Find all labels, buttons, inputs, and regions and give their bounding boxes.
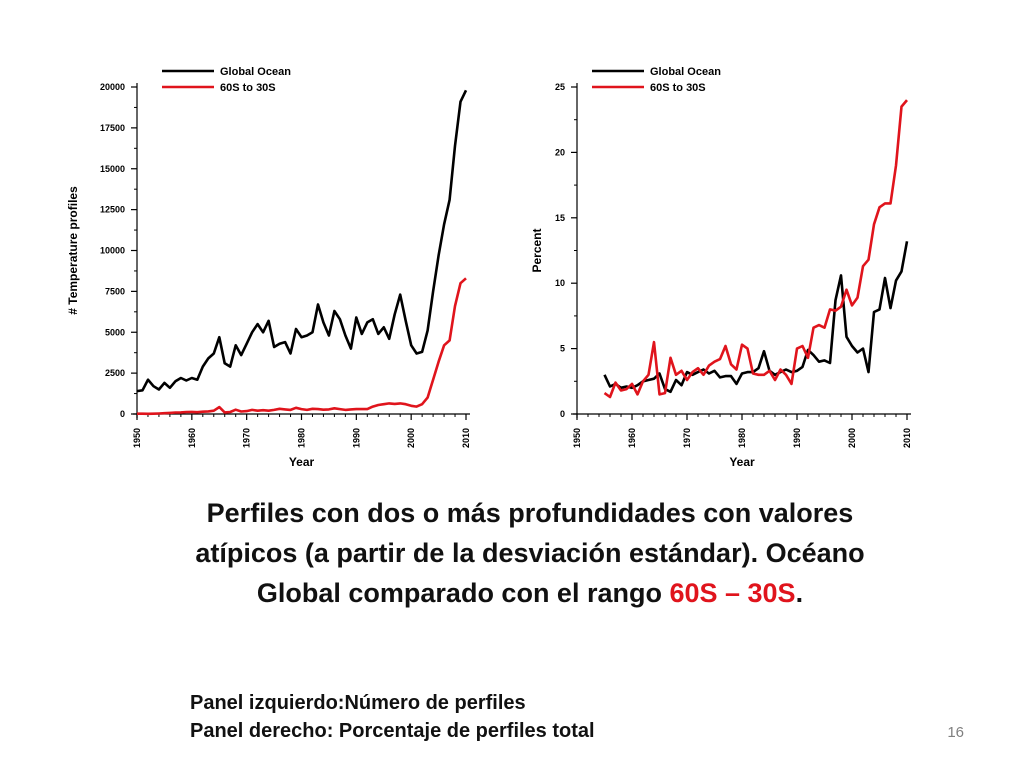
y-tick-label: 5	[560, 344, 565, 354]
chart-svg: 0 5 10 15 20 25 1950 1960 1970 1980 1990 2000 2010 Ye…	[530, 66, 912, 469]
x-tick-label: 1970	[242, 428, 252, 448]
x-tick-label: 1980	[297, 428, 307, 448]
chart-percent-profiles: 0 5 10 15 20 25 1950 1960 1970 1980 1990 2000 2010 Ye…	[525, 55, 925, 475]
x-axis-label: Year	[289, 455, 315, 469]
y-tick-label: 0	[560, 409, 565, 419]
legend-label-1: 60S to 30S	[650, 82, 706, 94]
x-tick-label: 1990	[792, 428, 802, 448]
series-line-0	[136, 89, 468, 393]
slide-number: 16	[947, 724, 964, 741]
x-tick-label: 2010	[902, 428, 912, 448]
x-tick-label: 1950	[132, 428, 142, 448]
y-axis-label: Percent	[530, 228, 544, 272]
y-tick-label: 10	[555, 278, 565, 288]
x-tick-label: 2010	[461, 428, 471, 448]
series-line-1	[603, 99, 908, 399]
y-tick-label: 25	[555, 82, 565, 92]
y-tick-label: 10000	[100, 246, 125, 256]
x-tick-label: 1980	[737, 428, 747, 448]
x-tick-label: 1960	[627, 428, 637, 448]
chart-svg: 0 2500 5000 7500 10000 12500 15000 17500 20000 19…	[66, 66, 471, 469]
caption-range-text: 60S – 30S	[669, 578, 796, 608]
x-tick-label: 1990	[351, 428, 361, 448]
x-tick-label: 1950	[572, 428, 582, 448]
y-tick-label: 17500	[100, 123, 125, 133]
legend-label-0: Global Ocean	[650, 66, 721, 78]
panel-notes: Panel izquierdo:Número de perfiles Panel…	[190, 689, 595, 745]
panel-right-note: Panel derecho: Porcentaje de perfiles to…	[190, 720, 595, 742]
slide-caption: Perfiles con dos o más profundidades con…	[190, 493, 870, 613]
legend-label-1: 60S to 30S	[220, 82, 276, 94]
y-axis-label: # Temperature profiles	[66, 186, 80, 315]
y-tick-label: 0	[120, 409, 125, 419]
series-line-1	[137, 277, 467, 416]
y-tick-label: 20	[555, 147, 565, 157]
y-tick-label: 5000	[105, 327, 125, 337]
chart-temperature-profiles: 0 2500 5000 7500 10000 12500 15000 17500 20000 19…	[65, 55, 485, 475]
y-tick-label: 15000	[100, 164, 125, 174]
legend-label-0: Global Ocean	[220, 66, 291, 78]
y-tick-label: 12500	[100, 205, 125, 215]
x-axis-label: Year	[729, 455, 755, 469]
caption-main-text: Perfiles con dos o más profundidades con…	[195, 498, 865, 608]
y-tick-label: 15	[555, 213, 565, 223]
x-tick-label: 1960	[187, 428, 197, 448]
series-line-0	[603, 241, 909, 394]
x-tick-label: 2000	[847, 428, 857, 448]
y-tick-label: 2500	[105, 368, 125, 378]
panel-left-note: Panel izquierdo:Número de perfiles	[190, 692, 526, 714]
x-tick-label: 2000	[406, 428, 416, 448]
caption-end-text: .	[795, 578, 804, 608]
y-tick-label: 20000	[100, 82, 125, 92]
x-tick-label: 1970	[682, 428, 692, 448]
y-tick-label: 7500	[105, 286, 125, 296]
